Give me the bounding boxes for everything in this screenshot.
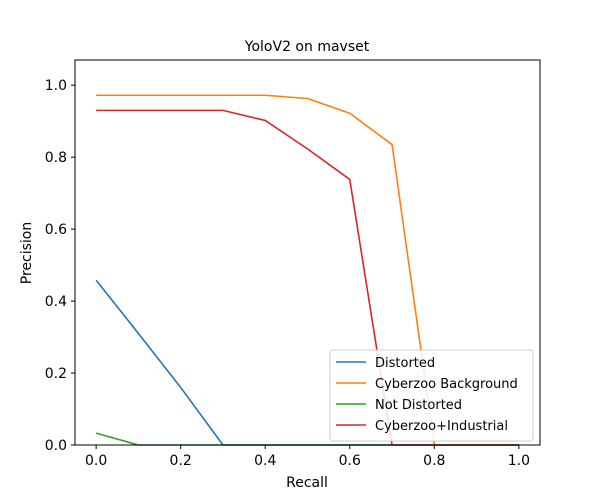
- ticks-layer: 0.0 0.2 0.4 0.6 0.8 1.0 0.0 0.2 0.4 0.6 0.8 1.0: [45, 78, 530, 469]
- y-tick-label: 1.0: [45, 78, 67, 94]
- legend: Distorted Cyberzoo Background Not Distorte…: [329, 349, 534, 442]
- chart-title: YoloV2 on mavset: [244, 39, 370, 55]
- x-axis-label: Recall: [286, 475, 328, 491]
- x-tick-label: 0.4: [254, 453, 276, 469]
- legend-box: [329, 349, 534, 442]
- y-tick-label: 0.0: [45, 438, 67, 454]
- x-tick-label: 0.0: [85, 453, 107, 469]
- x-tick-label: 0.2: [170, 453, 192, 469]
- axes-frame: [74, 59, 541, 446]
- legend-label: Not Distorted: [375, 398, 462, 413]
- y-tick-label: 0.6: [45, 222, 67, 238]
- y-tick-label: 0.4: [45, 294, 67, 310]
- legend-label: Cyberzoo Background: [375, 377, 518, 392]
- y-axis-label: Precision: [19, 222, 35, 284]
- x-tick-label: 0.8: [423, 453, 445, 469]
- x-tick-label: 0.6: [339, 453, 361, 469]
- x-tick-label: 1.0: [508, 453, 530, 469]
- y-tick-label: 0.8: [45, 150, 67, 166]
- legend-label: Cyberzoo+Industrial: [375, 419, 508, 434]
- y-tick-label: 0.2: [45, 366, 67, 382]
- legend-label: Distorted: [375, 356, 435, 371]
